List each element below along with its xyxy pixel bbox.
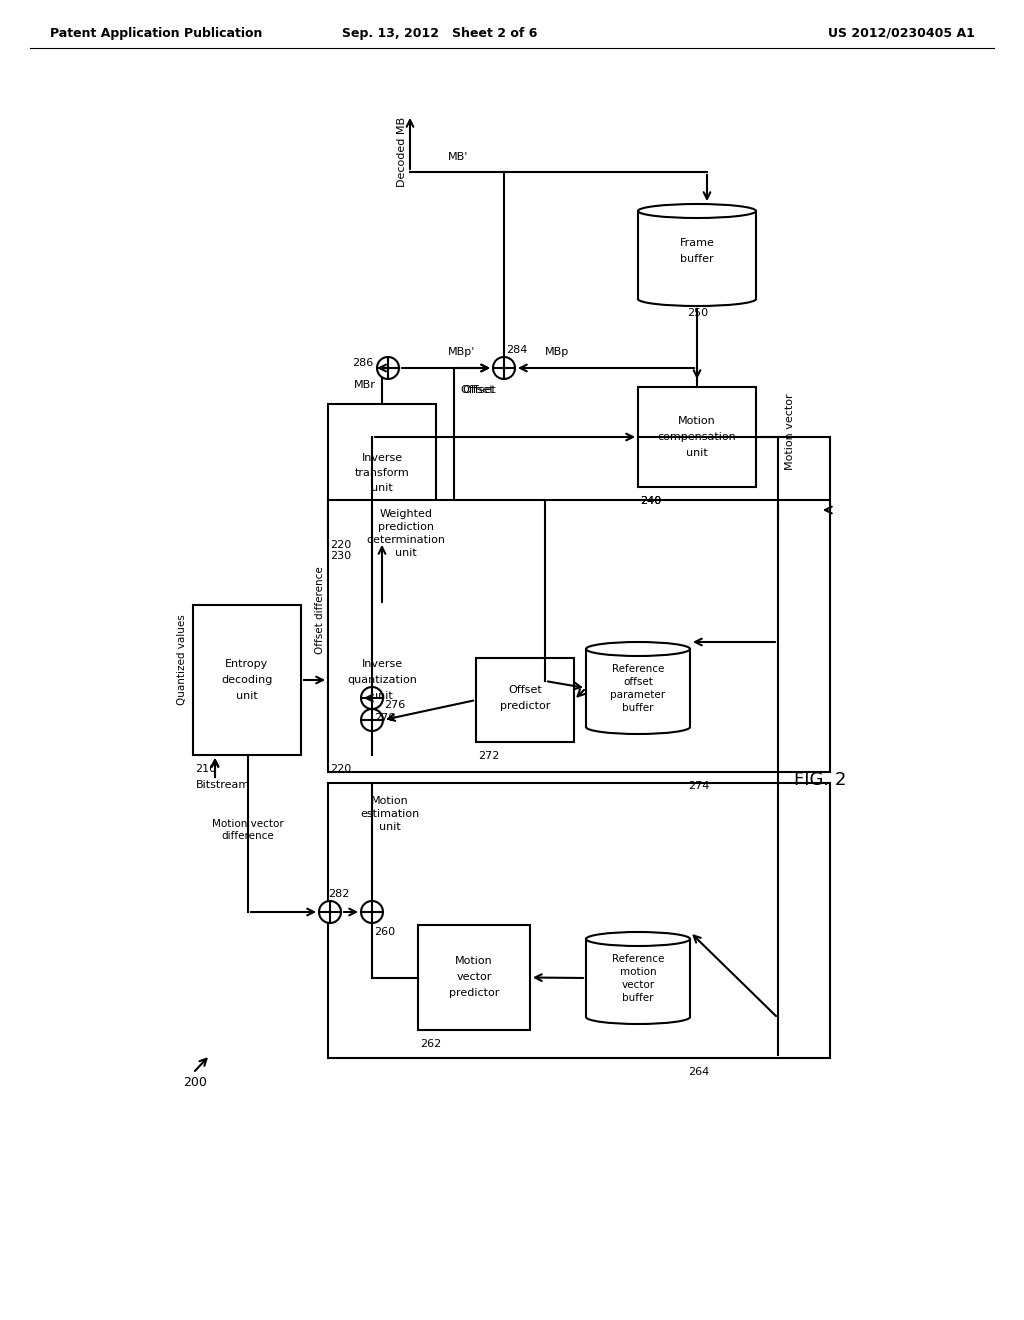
Polygon shape [586, 939, 690, 1016]
Text: 272: 272 [478, 751, 500, 762]
Text: determination: determination [367, 535, 445, 545]
Text: Entropy: Entropy [225, 659, 268, 669]
Text: 260: 260 [374, 927, 395, 937]
Polygon shape [638, 387, 756, 487]
Text: offset: offset [623, 677, 653, 686]
Text: 240: 240 [640, 496, 662, 506]
Polygon shape [418, 925, 530, 1030]
Text: 230: 230 [330, 550, 351, 561]
Text: 220: 220 [330, 764, 351, 774]
Text: Motion: Motion [678, 416, 716, 426]
Text: Sep. 13, 2012   Sheet 2 of 6: Sep. 13, 2012 Sheet 2 of 6 [342, 26, 538, 40]
Text: buffer: buffer [623, 993, 653, 1003]
Text: Motion vector: Motion vector [785, 393, 795, 470]
Circle shape [361, 686, 383, 709]
Circle shape [361, 709, 383, 731]
Text: 262: 262 [420, 1039, 441, 1049]
Text: MBp: MBp [545, 347, 569, 356]
Text: Motion: Motion [371, 796, 409, 807]
Ellipse shape [586, 642, 690, 656]
Text: 264: 264 [688, 1067, 710, 1077]
Circle shape [493, 356, 515, 379]
Polygon shape [328, 500, 830, 772]
Text: 276: 276 [384, 700, 406, 710]
Circle shape [361, 902, 383, 923]
Text: MBr: MBr [354, 380, 376, 389]
Text: Inverse: Inverse [361, 659, 402, 669]
Text: prediction: prediction [378, 521, 434, 532]
Text: predictor: predictor [500, 701, 550, 711]
Text: 250: 250 [687, 308, 709, 318]
Text: Frame: Frame [680, 238, 715, 248]
Polygon shape [586, 649, 690, 727]
Text: unit: unit [237, 690, 258, 701]
Text: 284: 284 [506, 345, 527, 355]
Polygon shape [193, 605, 301, 755]
Text: 274: 274 [688, 781, 710, 791]
Text: Offset difference: Offset difference [315, 566, 325, 653]
Text: transform: transform [354, 469, 410, 478]
Text: Offset: Offset [460, 385, 494, 395]
Polygon shape [328, 783, 830, 1059]
Text: Quantized values: Quantized values [177, 615, 187, 705]
Text: unit: unit [371, 483, 393, 492]
Text: Decoded MB: Decoded MB [397, 117, 407, 187]
Text: Reference: Reference [611, 954, 665, 964]
Text: 270: 270 [374, 713, 395, 723]
Circle shape [319, 902, 341, 923]
Text: unit: unit [379, 822, 400, 832]
Text: Weighted: Weighted [380, 510, 432, 519]
Text: buffer: buffer [623, 704, 653, 713]
Text: Motion: Motion [455, 957, 493, 966]
Text: estimation: estimation [360, 809, 420, 818]
Text: Bitstream: Bitstream [196, 780, 250, 789]
Ellipse shape [638, 205, 756, 218]
Text: Inverse: Inverse [361, 453, 402, 463]
Text: quantization: quantization [347, 675, 417, 685]
Text: buffer: buffer [680, 253, 714, 264]
Text: US 2012/0230405 A1: US 2012/0230405 A1 [828, 26, 975, 40]
Text: Motion vector
difference: Motion vector difference [212, 820, 284, 841]
Text: motion: motion [620, 968, 656, 977]
Polygon shape [328, 605, 436, 755]
Text: parameter: parameter [610, 690, 666, 700]
Text: compensation: compensation [657, 432, 736, 442]
Text: 210: 210 [195, 764, 216, 774]
Text: FIG. 2: FIG. 2 [794, 771, 846, 789]
Text: 200: 200 [183, 1077, 207, 1089]
Text: predictor: predictor [449, 989, 499, 998]
Text: Offset: Offset [508, 685, 542, 696]
Text: 282: 282 [328, 888, 349, 899]
Text: 286: 286 [352, 358, 374, 368]
Text: Patent Application Publication: Patent Application Publication [50, 26, 262, 40]
Polygon shape [476, 657, 574, 742]
Text: Reference: Reference [611, 664, 665, 675]
Ellipse shape [586, 932, 690, 946]
Text: Offset: Offset [462, 385, 496, 395]
Text: MB': MB' [449, 152, 468, 162]
Text: decoding: decoding [221, 675, 272, 685]
Text: unit: unit [371, 690, 393, 701]
Circle shape [377, 356, 399, 379]
Text: vector: vector [622, 979, 654, 990]
Text: vector: vector [457, 973, 492, 982]
Polygon shape [638, 211, 756, 300]
Text: 220: 220 [330, 540, 351, 550]
Polygon shape [328, 404, 436, 543]
Text: unit: unit [395, 548, 417, 558]
Text: MBp': MBp' [449, 347, 475, 356]
Text: 240: 240 [640, 496, 662, 506]
Text: unit: unit [686, 447, 708, 458]
